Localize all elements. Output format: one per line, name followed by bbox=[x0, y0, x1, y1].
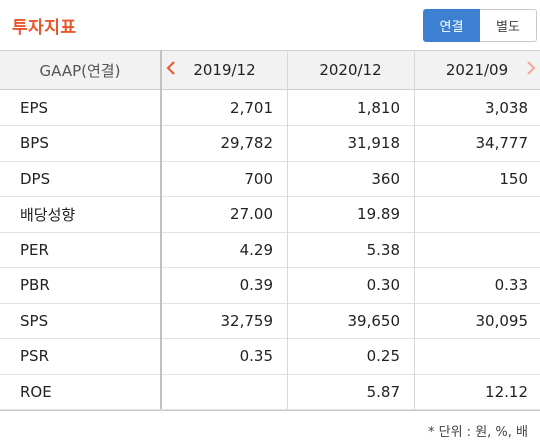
page-title: 투자지표 bbox=[12, 18, 77, 38]
table-row: BPS 29,782 31,918 34,777 bbox=[0, 126, 540, 162]
value-cell: 5.87 bbox=[366, 382, 400, 401]
row-label: BPS bbox=[20, 134, 49, 152]
row-label: 배당성향 bbox=[20, 205, 76, 224]
unit-footnote: * 단위 : 원, %, 배 bbox=[428, 425, 528, 440]
value-cell: 30,095 bbox=[475, 311, 529, 330]
value-cell: 34,777 bbox=[475, 134, 529, 152]
row-label: PSR bbox=[20, 347, 49, 365]
value-cell: 19.89 bbox=[357, 205, 400, 223]
value-cell: 150 bbox=[499, 169, 528, 188]
value-cell: 0.33 bbox=[494, 276, 528, 294]
value-cell: 0.35 bbox=[239, 347, 273, 365]
table-row: EPS 2,701 1,810 3,038 bbox=[0, 90, 540, 126]
column-divider bbox=[414, 50, 415, 409]
value-cell: 27.00 bbox=[230, 205, 273, 223]
header: 투자지표 연결 별도 bbox=[0, 0, 540, 50]
value-cell: 39,650 bbox=[347, 311, 401, 330]
row-label: DPS bbox=[20, 169, 51, 188]
column-divider bbox=[160, 50, 162, 409]
chevron-right-icon[interactable] bbox=[526, 60, 536, 80]
table-row: DPS 700 360 150 bbox=[0, 161, 540, 197]
value-cell: 2,701 bbox=[230, 98, 273, 117]
value-cell: 29,782 bbox=[220, 134, 274, 152]
toggle-consolidated-button[interactable]: 연결 bbox=[423, 9, 480, 42]
row-label: PBR bbox=[20, 276, 50, 294]
value-cell: 1,810 bbox=[357, 98, 400, 117]
value-cell: 0.39 bbox=[239, 276, 273, 294]
label-column-header: GAAP(연결) bbox=[39, 61, 121, 80]
table-row: SPS 32,759 39,650 30,095 bbox=[0, 303, 540, 339]
table-row: PER 4.29 5.38 bbox=[0, 232, 540, 268]
table-header-row: GAAP(연결) 2019/12 2020/12 2021/09 bbox=[0, 50, 540, 90]
row-label: SPS bbox=[20, 311, 49, 330]
value-cell: 4.29 bbox=[239, 240, 273, 259]
value-cell bbox=[414, 232, 540, 267]
value-cell bbox=[414, 339, 540, 374]
row-label: ROE bbox=[20, 382, 52, 401]
value-cell: 5.38 bbox=[366, 240, 400, 259]
value-cell: 360 bbox=[371, 169, 400, 188]
table-row: PBR 0.39 0.30 0.33 bbox=[0, 268, 540, 304]
value-cell: 3,038 bbox=[485, 98, 528, 117]
consolidation-toggle: 연결 별도 bbox=[423, 9, 537, 42]
table-bottom-border bbox=[0, 409, 540, 411]
period-header: 2019/12 bbox=[193, 61, 256, 79]
table-row: PSR 0.35 0.25 bbox=[0, 339, 540, 375]
toggle-separate-button[interactable]: 별도 bbox=[480, 9, 537, 42]
period-header: 2021/09 bbox=[445, 61, 509, 79]
column-divider bbox=[287, 50, 288, 409]
value-cell bbox=[414, 197, 540, 232]
value-cell: 31,918 bbox=[347, 134, 401, 152]
value-cell: 0.30 bbox=[366, 276, 400, 294]
table-row: 배당성향 27.00 19.89 bbox=[0, 197, 540, 233]
table-row: ROE 5.87 12.12 bbox=[0, 374, 540, 410]
value-cell: 12.12 bbox=[485, 382, 528, 401]
value-cell bbox=[162, 374, 287, 409]
row-label: EPS bbox=[20, 98, 49, 117]
period-header: 2020/12 bbox=[319, 61, 382, 79]
chevron-left-icon[interactable] bbox=[166, 60, 176, 80]
row-label: PER bbox=[20, 240, 49, 259]
value-cell: 32,759 bbox=[220, 311, 274, 330]
value-cell: 0.25 bbox=[366, 347, 400, 365]
value-cell: 700 bbox=[244, 169, 273, 188]
